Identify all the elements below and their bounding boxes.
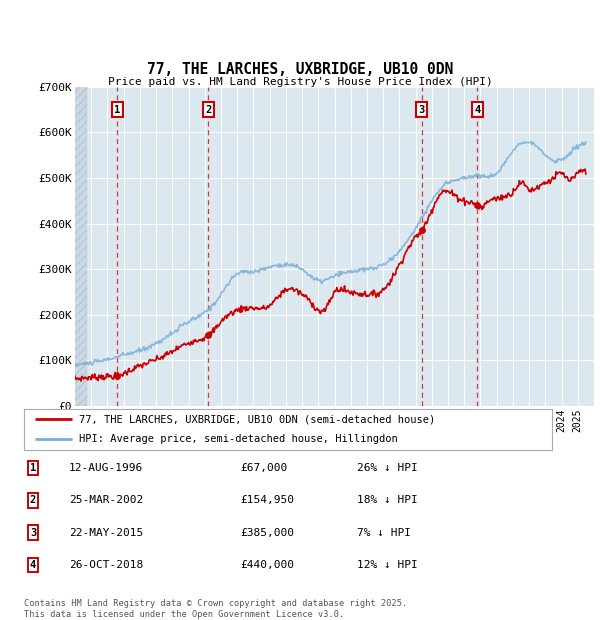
Text: 12-AUG-1996: 12-AUG-1996	[69, 463, 143, 473]
Text: 4: 4	[474, 105, 481, 115]
Text: 3: 3	[419, 105, 425, 115]
Text: 77, THE LARCHES, UXBRIDGE, UB10 0DN: 77, THE LARCHES, UXBRIDGE, UB10 0DN	[147, 62, 453, 77]
Text: 7% ↓ HPI: 7% ↓ HPI	[357, 528, 411, 538]
Text: 25-MAR-2002: 25-MAR-2002	[69, 495, 143, 505]
Text: 22-MAY-2015: 22-MAY-2015	[69, 528, 143, 538]
Text: £440,000: £440,000	[240, 560, 294, 570]
Text: £154,950: £154,950	[240, 495, 294, 505]
Text: 1: 1	[115, 105, 121, 115]
Text: 2: 2	[205, 105, 212, 115]
Text: 18% ↓ HPI: 18% ↓ HPI	[357, 495, 418, 505]
Text: 4: 4	[30, 560, 36, 570]
Text: £385,000: £385,000	[240, 528, 294, 538]
Text: 26% ↓ HPI: 26% ↓ HPI	[357, 463, 418, 473]
Text: Contains HM Land Registry data © Crown copyright and database right 2025.
This d: Contains HM Land Registry data © Crown c…	[24, 600, 407, 619]
Bar	[75, 87, 87, 406]
Text: 1: 1	[30, 463, 36, 473]
Text: 2: 2	[30, 495, 36, 505]
Text: 26-OCT-2018: 26-OCT-2018	[69, 560, 143, 570]
Text: £67,000: £67,000	[240, 463, 287, 473]
Text: 3: 3	[30, 528, 36, 538]
Text: HPI: Average price, semi-detached house, Hillingdon: HPI: Average price, semi-detached house,…	[79, 435, 398, 445]
Text: Price paid vs. HM Land Registry's House Price Index (HPI): Price paid vs. HM Land Registry's House …	[107, 77, 493, 87]
Text: 12% ↓ HPI: 12% ↓ HPI	[357, 560, 418, 570]
Text: 77, THE LARCHES, UXBRIDGE, UB10 0DN (semi-detached house): 77, THE LARCHES, UXBRIDGE, UB10 0DN (sem…	[79, 414, 436, 424]
